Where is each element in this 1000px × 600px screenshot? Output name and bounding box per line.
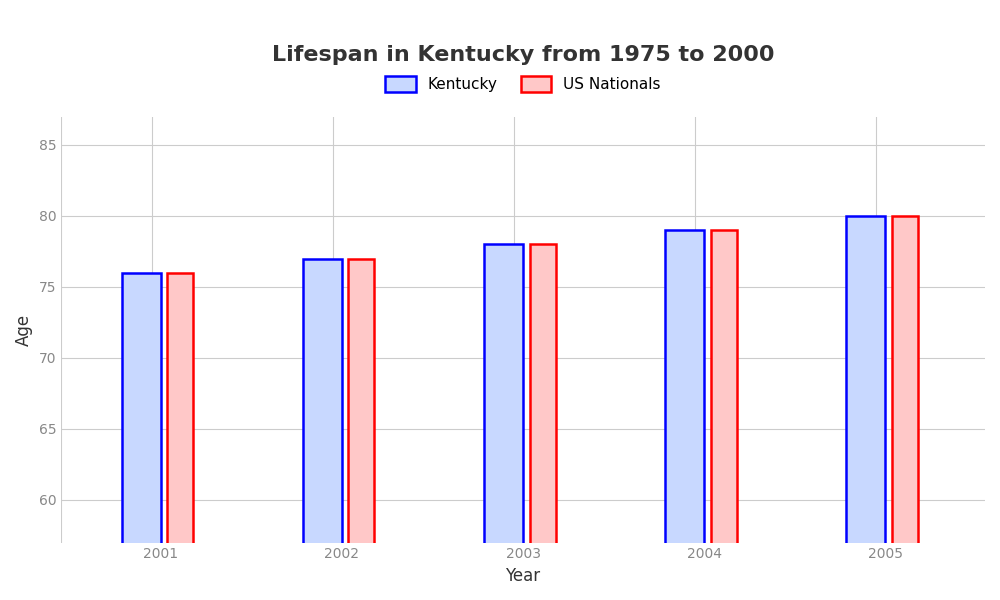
Bar [348, 259, 374, 600]
Bar [303, 259, 342, 600]
Bar [484, 244, 523, 600]
Y-axis label: Age: Age [15, 314, 33, 346]
Legend: Kentucky, US Nationals: Kentucky, US Nationals [377, 69, 669, 100]
Bar [846, 216, 885, 600]
Title: Lifespan in Kentucky from 1975 to 2000: Lifespan in Kentucky from 1975 to 2000 [272, 45, 774, 65]
Bar [665, 230, 704, 600]
Bar [122, 273, 161, 600]
Bar [892, 216, 918, 600]
X-axis label: Year: Year [505, 567, 541, 585]
Bar [530, 244, 556, 600]
Bar [167, 273, 193, 600]
Bar [711, 230, 737, 600]
